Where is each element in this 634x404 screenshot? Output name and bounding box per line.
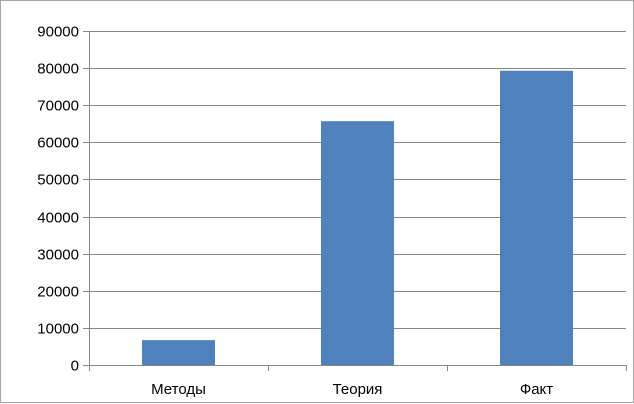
y-tick-label: 20000: [37, 284, 79, 301]
y-tick-label: 10000: [37, 321, 79, 338]
y-tick-label: 40000: [37, 210, 79, 227]
y-tick-label: 60000: [37, 135, 79, 152]
bar-2: [321, 121, 394, 366]
y-tick-label: 30000: [37, 247, 79, 264]
y-axis-ticks: 0 10000 20000 30000 40000 50000 60000 70000 8000…: [37, 24, 89, 375]
bars: [142, 70, 573, 366]
y-tick-label: 70000: [37, 98, 79, 115]
y-tick-label: 50000: [37, 172, 79, 189]
y-tick-label: 80000: [37, 61, 79, 78]
y-tick-label: 0: [71, 358, 79, 375]
x-tick-label: Факт: [520, 381, 553, 398]
axes: [89, 31, 627, 371]
x-tick-label: Теория: [333, 381, 383, 398]
x-axis-labels: Методы Теория Факт: [151, 381, 553, 398]
y-tick-label: 90000: [37, 24, 79, 41]
bar-1: [142, 340, 215, 365]
x-tick-label: Методы: [151, 381, 206, 398]
bar-3: [500, 70, 573, 365]
